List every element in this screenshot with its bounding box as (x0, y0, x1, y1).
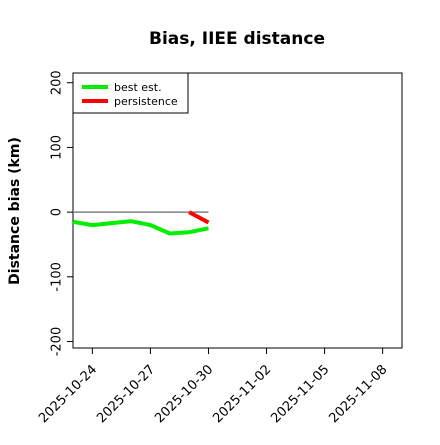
x-tick-label: 2025-10-27 (94, 362, 158, 426)
plot-area (72, 72, 403, 349)
x-tick-label: 2025-11-08 (326, 362, 390, 426)
x-axis: 2025-10-242025-10-272025-10-302025-11-02… (36, 348, 390, 426)
y-axis-label: Distance bias (km) (7, 137, 23, 285)
y-tick-label: 0 (50, 208, 65, 216)
x-tick-label: 2025-11-05 (268, 362, 332, 426)
legend-label-persistence: persistence (114, 95, 178, 108)
series-line-persistence (188, 210, 210, 225)
legend-label-best-est: best est. (114, 81, 162, 94)
y-tick-label: 200 (50, 70, 65, 95)
y-tick-label: -200 (50, 327, 65, 357)
y-tick-label: -100 (50, 262, 65, 292)
chart-title: Bias, IIEE distance (149, 29, 325, 49)
legend: best est. persistence (72, 72, 189, 114)
series-line-best-est (72, 219, 209, 236)
x-tick-label: 2025-11-02 (210, 362, 274, 426)
legend-box (72, 72, 189, 114)
x-tick-label: 2025-10-24 (36, 362, 100, 426)
plot-lines (72, 210, 210, 236)
x-tick-label: 2025-10-30 (152, 362, 216, 426)
y-tick-label: 100 (50, 135, 65, 160)
y-axis: -200 -100 0 100 200 (50, 70, 73, 356)
